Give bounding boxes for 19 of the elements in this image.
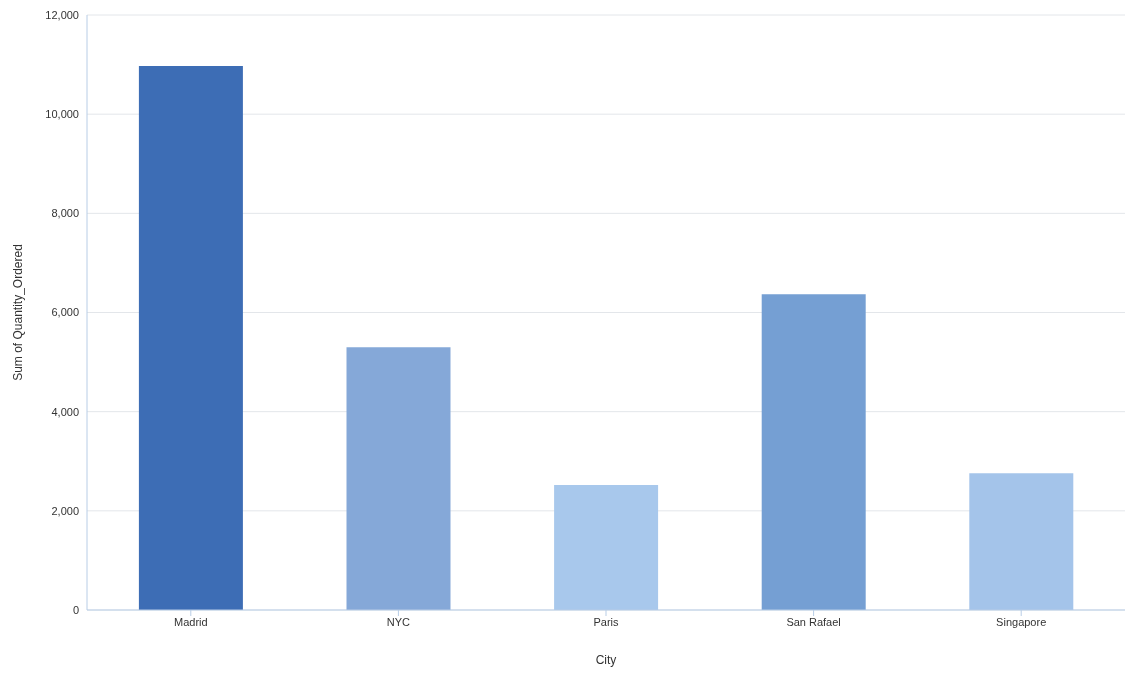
bar	[761, 294, 866, 610]
y-tick-label: 2,000	[51, 504, 79, 517]
y-tick-label: 8,000	[51, 207, 79, 220]
y-tick-label: 6,000	[51, 306, 79, 319]
x-tick-label: NYC	[386, 615, 411, 628]
bar	[138, 66, 243, 610]
x-tick-label: Paris	[593, 615, 620, 628]
x-axis-title: City	[595, 653, 617, 667]
x-tick-label: Madrid	[173, 615, 208, 628]
bar	[346, 347, 451, 610]
bar	[969, 473, 1074, 610]
x-tick-label: San Rafael	[786, 615, 841, 628]
y-tick-label: 12,000	[45, 8, 79, 21]
bar	[554, 485, 659, 610]
y-axis-title: Sum of Quantity_Ordered	[11, 244, 26, 381]
x-tick-label: Singapore	[996, 615, 1047, 628]
y-tick-label: 10,000	[45, 108, 79, 121]
y-tick-label: 0	[72, 603, 79, 616]
y-tick-label: 4,000	[51, 405, 79, 418]
